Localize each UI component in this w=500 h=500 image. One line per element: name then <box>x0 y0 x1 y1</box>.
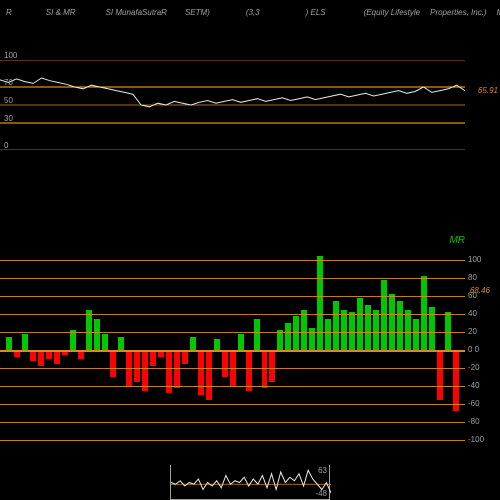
rsi-line-chart <box>0 60 465 150</box>
mr-gridline <box>0 314 465 315</box>
bar-down <box>142 350 148 391</box>
bar-down <box>110 350 116 377</box>
mr-gridline <box>0 278 465 279</box>
bar-down <box>453 350 459 411</box>
mini-line-chart <box>171 465 331 500</box>
mr-title-label: MR <box>449 235 465 246</box>
bar-up <box>86 310 92 351</box>
header-item: Properties, Inc.) <box>430 8 486 17</box>
bar-down <box>222 350 228 377</box>
rsi-tick-label: 50 <box>4 96 13 105</box>
mr-gridline <box>0 386 465 387</box>
bar-up <box>325 319 331 351</box>
mr-tick-label: -20 <box>468 363 480 372</box>
header-item: SETM) <box>185 8 210 17</box>
mr-tick-label: 20 <box>468 327 477 336</box>
bar-up <box>94 319 100 351</box>
bar-up <box>413 319 419 351</box>
header-item: SI & MR <box>46 8 76 17</box>
rsi-tick-label: 30 <box>4 114 13 123</box>
mr-tick-label: 80 <box>468 273 477 282</box>
header-item: R <box>6 8 12 17</box>
mini-bottom-label: -48 <box>315 489 327 498</box>
header-item: (3,3 <box>246 8 260 17</box>
bar-up <box>277 330 283 350</box>
mr-gridline <box>0 260 465 261</box>
mr-gridline <box>0 404 465 405</box>
mr-tick-label: -60 <box>468 399 480 408</box>
bar-up <box>238 334 244 350</box>
bar-up <box>254 319 260 351</box>
bar-up <box>373 310 379 351</box>
bar-up <box>405 310 411 351</box>
header-item: Munaf <box>497 8 500 17</box>
chart-header: R SI & MR SI MunafaSutraR SETM) (3,3 ) E… <box>0 4 500 20</box>
mini-top-label: 63 <box>318 466 327 475</box>
mr-gridline <box>0 296 465 297</box>
bar-up <box>357 298 363 350</box>
mr-tick-label: 100 <box>468 255 481 264</box>
rsi-tick-label: 0 <box>4 141 8 150</box>
mr-tick-label: -40 <box>468 381 480 390</box>
mr-tick-label: -80 <box>468 417 480 426</box>
mr-tick-label: 40 <box>468 309 477 318</box>
bar-down <box>269 350 275 382</box>
rsi-tick-label: 70 <box>4 78 13 87</box>
bar-down <box>30 350 36 361</box>
header-item: ) ELS <box>306 8 326 17</box>
bar-up <box>118 337 124 351</box>
mr-current-value: 68.46 <box>470 286 490 295</box>
mr-gridline <box>0 422 465 423</box>
bar-up <box>214 339 220 350</box>
mr-tick-label: 0 0 <box>468 345 479 354</box>
bar-down <box>134 350 140 382</box>
bar-down <box>38 350 44 366</box>
bar-up <box>70 330 76 350</box>
bar-up <box>301 310 307 351</box>
header-item: (Equity Lifestyle <box>364 8 420 17</box>
bar-up <box>341 310 347 351</box>
mr-tick-label: -100 <box>468 435 484 444</box>
mr-gridline <box>0 440 465 441</box>
mr-gridline <box>0 332 465 333</box>
mr-gridline <box>0 350 465 352</box>
bar-up <box>22 334 28 350</box>
bar-up <box>190 337 196 351</box>
bar-down <box>54 350 60 364</box>
header-item: SI MunafaSutraR <box>106 8 167 17</box>
bar-up <box>102 334 108 350</box>
bar-down <box>437 350 443 400</box>
bar-down <box>246 350 252 391</box>
rsi-current-value: 65.91 <box>478 86 498 95</box>
bar-up <box>333 301 339 351</box>
mr-gridline <box>0 368 465 369</box>
bar-down <box>198 350 204 395</box>
bar-up <box>365 305 371 350</box>
bar-up <box>397 301 403 351</box>
bar-down <box>206 350 212 400</box>
rsi-panel: 65.91 <box>0 60 465 150</box>
bar-up <box>389 294 395 350</box>
mini-overview-panel: 63 -48 <box>170 465 330 500</box>
bar-up <box>309 328 315 351</box>
rsi-tick-label: 100 <box>4 51 17 60</box>
bar-down <box>182 350 188 364</box>
chart-container: R SI & MR SI MunafaSutraR SETM) (3,3 ) E… <box>0 0 500 500</box>
bar-down <box>150 350 156 366</box>
bar-up <box>6 337 12 351</box>
bar-up <box>285 323 291 350</box>
bar-up <box>317 256 323 351</box>
